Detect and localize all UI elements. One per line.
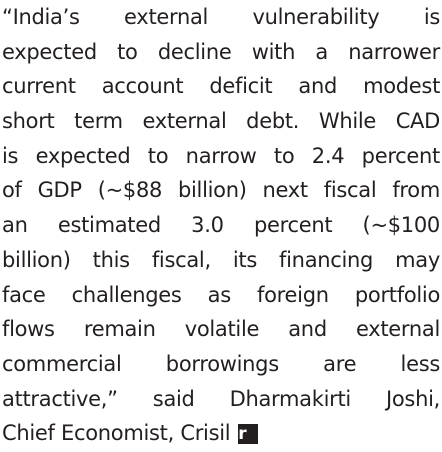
text-line: current account deficit and modest <box>2 69 440 104</box>
text-line: attractive,” said Dharmakirti Joshi, <box>2 382 440 417</box>
line-text: of GDP (~$88 billion) next fiscal from <box>2 178 440 203</box>
text-line: flows remain volatile and external <box>2 312 440 347</box>
text-line: billion) this fiscal, its financing may <box>2 243 440 278</box>
text-line: short term external debt. While CAD <box>2 104 440 139</box>
line-text: “India’s external vulnerability is <box>2 5 440 29</box>
line-text: flows remain volatile and external <box>2 317 440 342</box>
line-text: face challenges as foreign portfolio <box>2 282 440 307</box>
line-text: attractive,” said Dharmakirti Joshi, <box>2 386 440 411</box>
text-line: an estimated 3.0 percent (~$100 <box>2 208 440 243</box>
text-line: face challenges as foreign portfolio <box>2 278 440 313</box>
text-line: commercial borrowings are less <box>2 347 440 382</box>
line-text: billion) this fiscal, its financing may <box>2 247 440 272</box>
line-text: an estimated 3.0 percent (~$100 <box>2 213 440 238</box>
text-line: Chief Economist, Crisil r <box>2 416 440 451</box>
line-text: current account deficit and modest <box>2 74 440 99</box>
line-text: is expected to narrow to 2.4 percent <box>2 143 440 168</box>
text-line: of GDP (~$88 billion) next fiscal from <box>2 173 440 208</box>
end-mark: r <box>238 424 259 445</box>
line-text: short term external debt. While CAD <box>2 109 440 134</box>
line-text: commercial borrowings are less <box>2 351 440 376</box>
line-text: Chief Economist, Crisil <box>2 421 231 446</box>
line-text: expected to decline with a narrower <box>2 39 440 64</box>
text-line: is expected to narrow to 2.4 percent <box>2 139 440 174</box>
text-line: “India’s external vulnerability is <box>2 0 440 35</box>
text-line: expected to decline with a narrower <box>2 35 440 70</box>
